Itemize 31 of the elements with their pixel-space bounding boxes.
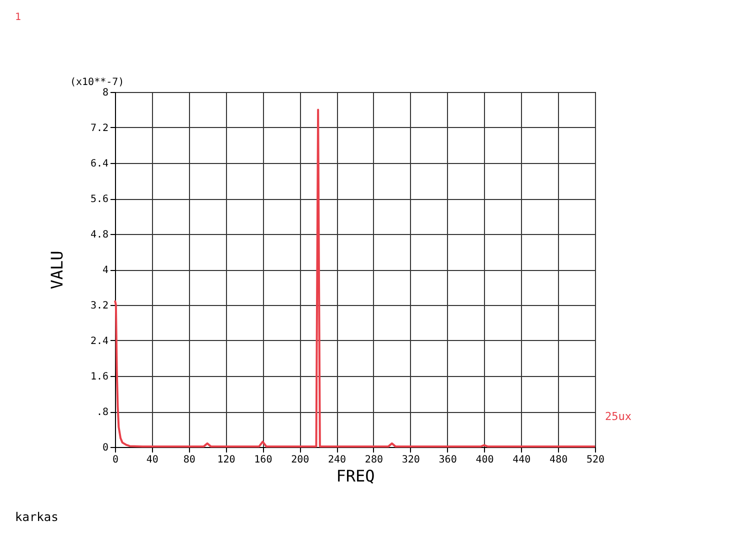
y-tick-label: 3.2 bbox=[90, 300, 108, 312]
x-tick-label: 400 bbox=[476, 454, 494, 466]
y-tick-label: 8 bbox=[102, 88, 108, 98]
y-tick-label: .8 bbox=[96, 407, 108, 418]
x-tick-label: 520 bbox=[586, 454, 605, 466]
x-axis-title: FREQ bbox=[336, 466, 375, 486]
y-tick-label: 6.4 bbox=[90, 158, 108, 170]
y-tick-label: 4.8 bbox=[90, 230, 108, 240]
x-tick-label: 480 bbox=[550, 454, 568, 466]
text: (x10**-7) bbox=[70, 77, 124, 88]
x-tick-label: 40 bbox=[146, 454, 158, 466]
y-tick-label: 7.2 bbox=[90, 123, 108, 134]
y-axis-title: VALU bbox=[47, 250, 66, 290]
y-tick-label: 1.6 bbox=[90, 372, 108, 382]
x-tick-label: 0 bbox=[112, 454, 119, 466]
text: karkas bbox=[15, 510, 58, 524]
x-tick-label: 160 bbox=[254, 454, 272, 466]
y-tick-label: 0 bbox=[102, 442, 108, 454]
x-tick-label: 120 bbox=[217, 454, 236, 466]
text: 1 bbox=[15, 12, 22, 23]
y-tick-label: 5.6 bbox=[90, 194, 108, 205]
x-tick-label: 200 bbox=[291, 454, 310, 466]
x-tick-label: 360 bbox=[438, 454, 457, 466]
x-tick-label: 440 bbox=[512, 454, 531, 466]
y-tick-label: 2.4 bbox=[90, 336, 108, 347]
x-tick-label: 280 bbox=[364, 454, 383, 466]
x-tick-label: 240 bbox=[328, 454, 346, 466]
x-tick-label: 320 bbox=[402, 454, 420, 466]
text: 25ux bbox=[605, 410, 632, 423]
y-tick-label: 4 bbox=[102, 265, 108, 276]
x-tick-label: 80 bbox=[183, 454, 196, 466]
